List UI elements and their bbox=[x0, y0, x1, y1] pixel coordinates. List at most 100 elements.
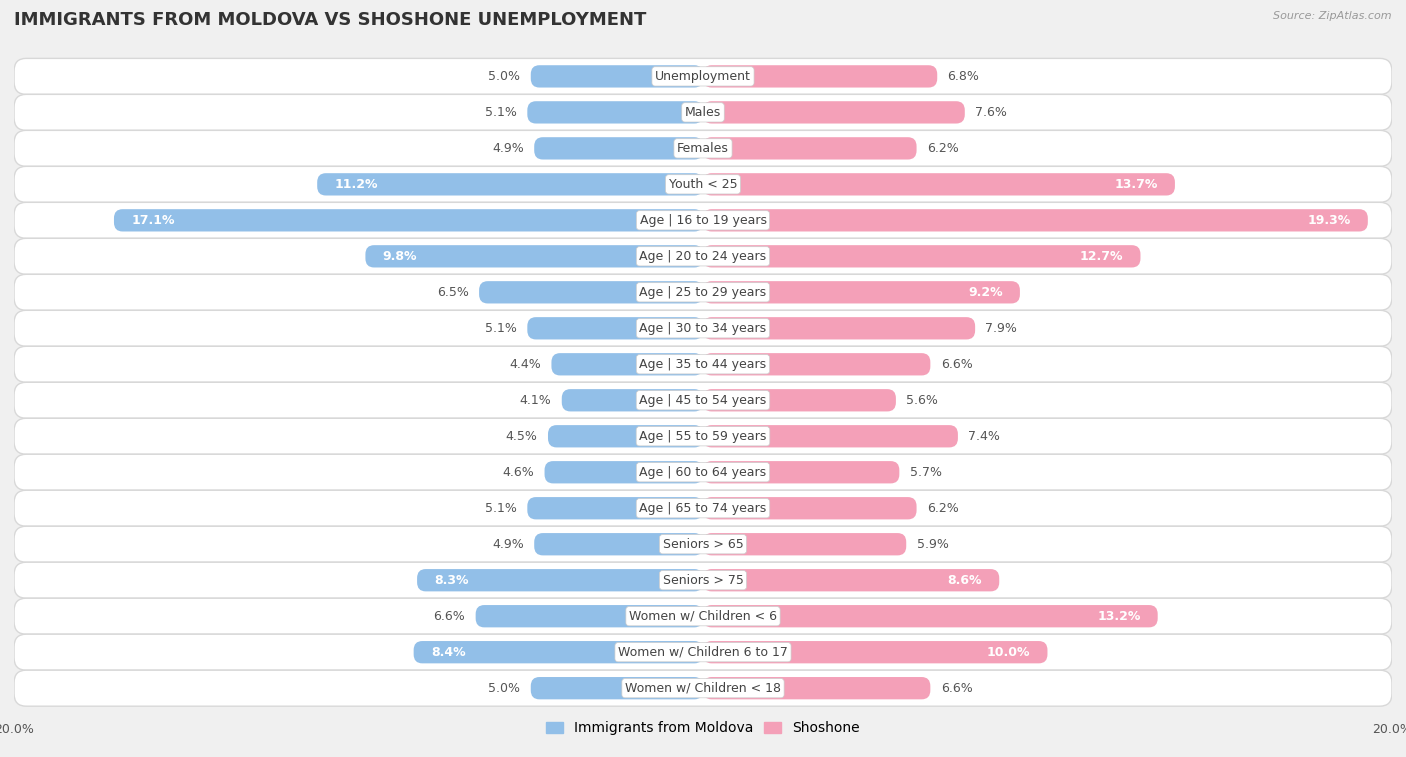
FancyBboxPatch shape bbox=[14, 238, 1392, 274]
Text: Age | 25 to 29 years: Age | 25 to 29 years bbox=[640, 286, 766, 299]
Text: 5.9%: 5.9% bbox=[917, 537, 949, 551]
Text: 4.9%: 4.9% bbox=[492, 142, 524, 155]
FancyBboxPatch shape bbox=[14, 562, 1392, 598]
FancyBboxPatch shape bbox=[703, 605, 1157, 628]
FancyBboxPatch shape bbox=[418, 569, 703, 591]
Text: 4.6%: 4.6% bbox=[502, 466, 534, 478]
FancyBboxPatch shape bbox=[534, 533, 703, 556]
Text: 4.5%: 4.5% bbox=[506, 430, 537, 443]
FancyBboxPatch shape bbox=[531, 677, 703, 699]
FancyBboxPatch shape bbox=[14, 202, 1392, 238]
Text: Age | 65 to 74 years: Age | 65 to 74 years bbox=[640, 502, 766, 515]
FancyBboxPatch shape bbox=[366, 245, 703, 267]
Text: 8.4%: 8.4% bbox=[430, 646, 465, 659]
FancyBboxPatch shape bbox=[318, 173, 703, 195]
FancyBboxPatch shape bbox=[703, 101, 965, 123]
FancyBboxPatch shape bbox=[534, 137, 703, 160]
FancyBboxPatch shape bbox=[14, 130, 1392, 167]
Text: Age | 55 to 59 years: Age | 55 to 59 years bbox=[640, 430, 766, 443]
FancyBboxPatch shape bbox=[531, 65, 703, 88]
Text: 13.2%: 13.2% bbox=[1097, 609, 1140, 623]
FancyBboxPatch shape bbox=[703, 173, 1175, 195]
Text: 4.9%: 4.9% bbox=[492, 537, 524, 551]
Text: Women w/ Children < 6: Women w/ Children < 6 bbox=[628, 609, 778, 623]
Text: 6.5%: 6.5% bbox=[437, 286, 468, 299]
Text: 9.8%: 9.8% bbox=[382, 250, 418, 263]
Text: 5.0%: 5.0% bbox=[488, 70, 520, 83]
FancyBboxPatch shape bbox=[14, 274, 1392, 310]
FancyBboxPatch shape bbox=[703, 209, 1368, 232]
Text: 8.6%: 8.6% bbox=[948, 574, 981, 587]
Text: 5.1%: 5.1% bbox=[485, 322, 517, 335]
Text: Women w/ Children < 18: Women w/ Children < 18 bbox=[626, 682, 780, 695]
FancyBboxPatch shape bbox=[703, 461, 900, 484]
FancyBboxPatch shape bbox=[703, 677, 931, 699]
Text: 7.6%: 7.6% bbox=[976, 106, 1007, 119]
FancyBboxPatch shape bbox=[703, 389, 896, 412]
Text: 10.0%: 10.0% bbox=[987, 646, 1031, 659]
Text: 6.6%: 6.6% bbox=[941, 682, 973, 695]
Text: Women w/ Children 6 to 17: Women w/ Children 6 to 17 bbox=[619, 646, 787, 659]
FancyBboxPatch shape bbox=[14, 526, 1392, 562]
Text: Age | 60 to 64 years: Age | 60 to 64 years bbox=[640, 466, 766, 478]
Text: 6.8%: 6.8% bbox=[948, 70, 980, 83]
FancyBboxPatch shape bbox=[14, 419, 1392, 454]
Text: 9.2%: 9.2% bbox=[969, 286, 1002, 299]
FancyBboxPatch shape bbox=[703, 281, 1019, 304]
FancyBboxPatch shape bbox=[551, 353, 703, 375]
FancyBboxPatch shape bbox=[14, 634, 1392, 670]
Text: Unemployment: Unemployment bbox=[655, 70, 751, 83]
Text: Age | 45 to 54 years: Age | 45 to 54 years bbox=[640, 394, 766, 407]
Text: 6.2%: 6.2% bbox=[927, 502, 959, 515]
Text: 12.7%: 12.7% bbox=[1080, 250, 1123, 263]
FancyBboxPatch shape bbox=[14, 670, 1392, 706]
Text: 5.1%: 5.1% bbox=[485, 106, 517, 119]
Text: Age | 35 to 44 years: Age | 35 to 44 years bbox=[640, 358, 766, 371]
FancyBboxPatch shape bbox=[703, 353, 931, 375]
Text: 5.1%: 5.1% bbox=[485, 502, 517, 515]
FancyBboxPatch shape bbox=[14, 310, 1392, 346]
Text: 4.1%: 4.1% bbox=[520, 394, 551, 407]
Text: IMMIGRANTS FROM MOLDOVA VS SHOSHONE UNEMPLOYMENT: IMMIGRANTS FROM MOLDOVA VS SHOSHONE UNEM… bbox=[14, 11, 647, 30]
FancyBboxPatch shape bbox=[703, 497, 917, 519]
FancyBboxPatch shape bbox=[703, 533, 907, 556]
FancyBboxPatch shape bbox=[703, 137, 917, 160]
FancyBboxPatch shape bbox=[14, 58, 1392, 95]
Text: 6.2%: 6.2% bbox=[927, 142, 959, 155]
FancyBboxPatch shape bbox=[562, 389, 703, 412]
FancyBboxPatch shape bbox=[14, 491, 1392, 526]
Text: Age | 30 to 34 years: Age | 30 to 34 years bbox=[640, 322, 766, 335]
FancyBboxPatch shape bbox=[475, 605, 703, 628]
FancyBboxPatch shape bbox=[479, 281, 703, 304]
FancyBboxPatch shape bbox=[544, 461, 703, 484]
Text: 13.7%: 13.7% bbox=[1115, 178, 1157, 191]
FancyBboxPatch shape bbox=[527, 497, 703, 519]
Text: Females: Females bbox=[678, 142, 728, 155]
FancyBboxPatch shape bbox=[14, 167, 1392, 202]
FancyBboxPatch shape bbox=[703, 245, 1140, 267]
Text: 7.4%: 7.4% bbox=[969, 430, 1000, 443]
Text: 8.3%: 8.3% bbox=[434, 574, 468, 587]
FancyBboxPatch shape bbox=[703, 425, 957, 447]
Text: 5.0%: 5.0% bbox=[488, 682, 520, 695]
FancyBboxPatch shape bbox=[413, 641, 703, 663]
Text: Males: Males bbox=[685, 106, 721, 119]
FancyBboxPatch shape bbox=[14, 95, 1392, 130]
FancyBboxPatch shape bbox=[14, 454, 1392, 491]
FancyBboxPatch shape bbox=[703, 569, 1000, 591]
FancyBboxPatch shape bbox=[527, 317, 703, 339]
FancyBboxPatch shape bbox=[548, 425, 703, 447]
Text: 17.1%: 17.1% bbox=[131, 213, 174, 227]
FancyBboxPatch shape bbox=[703, 65, 938, 88]
Text: Source: ZipAtlas.com: Source: ZipAtlas.com bbox=[1274, 11, 1392, 21]
FancyBboxPatch shape bbox=[14, 598, 1392, 634]
Text: 5.7%: 5.7% bbox=[910, 466, 942, 478]
Text: 19.3%: 19.3% bbox=[1308, 213, 1351, 227]
Text: 7.9%: 7.9% bbox=[986, 322, 1018, 335]
Text: Age | 20 to 24 years: Age | 20 to 24 years bbox=[640, 250, 766, 263]
Text: 4.4%: 4.4% bbox=[509, 358, 541, 371]
FancyBboxPatch shape bbox=[527, 101, 703, 123]
Legend: Immigrants from Moldova, Shoshone: Immigrants from Moldova, Shoshone bbox=[541, 716, 865, 741]
Text: 11.2%: 11.2% bbox=[335, 178, 378, 191]
Text: Age | 16 to 19 years: Age | 16 to 19 years bbox=[640, 213, 766, 227]
